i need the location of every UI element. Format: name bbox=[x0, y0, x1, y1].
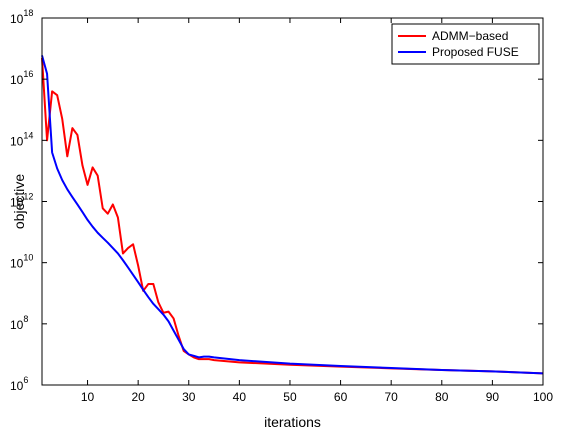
plot-lines bbox=[41, 55, 544, 375]
x-tick-label: 10 bbox=[81, 390, 95, 404]
series-line-admm-based bbox=[41, 57, 544, 375]
x-tick-label: 100 bbox=[533, 390, 553, 404]
y-tick-labels: 106 108 1010 1012 1014 1016 1018 bbox=[10, 8, 33, 393]
x-axis-label: iterations bbox=[264, 414, 321, 430]
y-tick-label: 1012 bbox=[10, 192, 33, 210]
x-tick-label: 50 bbox=[283, 390, 297, 404]
axis-ticks bbox=[42, 17, 544, 386]
y-tick-label: 108 bbox=[10, 314, 28, 332]
x-tick-label: 70 bbox=[385, 390, 399, 404]
x-tick-label: 40 bbox=[233, 390, 247, 404]
y-tick-label: 1018 bbox=[10, 8, 33, 26]
legend-label: ADMM−based bbox=[432, 29, 508, 43]
legend-box bbox=[391, 23, 540, 65]
x-tick-labels: 10 20 30 40 50 60 70 80 90 100 bbox=[81, 390, 553, 404]
x-tick-label: 60 bbox=[334, 390, 348, 404]
legend-label: Proposed FUSE bbox=[432, 45, 519, 59]
y-axis-label: objective bbox=[11, 174, 27, 229]
y-tick-label: 106 bbox=[10, 375, 28, 393]
x-tick-label: 20 bbox=[131, 390, 145, 404]
x-tick-label: 30 bbox=[182, 390, 196, 404]
y-tick-label: 1016 bbox=[10, 69, 33, 87]
x-tick-label: 80 bbox=[435, 390, 449, 404]
y-tick-label: 1010 bbox=[10, 253, 33, 271]
legend: ADMM−based Proposed FUSE bbox=[391, 23, 540, 65]
series-line-proposed-fuse bbox=[41, 55, 544, 375]
x-tick-label: 90 bbox=[486, 390, 500, 404]
y-tick-label: 1014 bbox=[10, 130, 33, 148]
